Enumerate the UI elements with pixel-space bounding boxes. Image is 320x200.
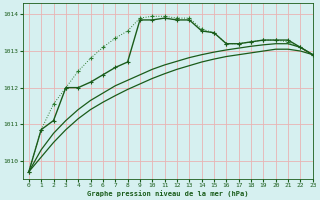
X-axis label: Graphe pression niveau de la mer (hPa): Graphe pression niveau de la mer (hPa) <box>87 190 248 197</box>
